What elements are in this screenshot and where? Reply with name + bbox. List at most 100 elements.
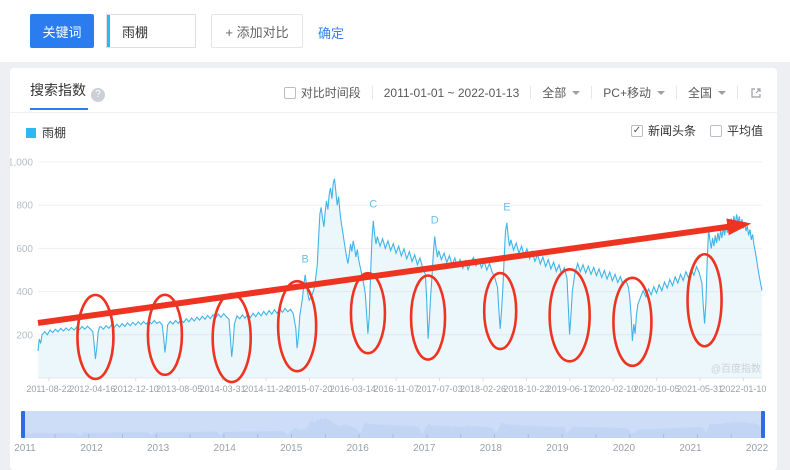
svg-text:2016-11-07: 2016-11-07 (374, 384, 419, 394)
news-headlines-label: 新闻头条 (647, 124, 696, 138)
svg-text:2011-08-22: 2011-08-22 (26, 384, 71, 394)
chevron-down-icon (572, 90, 581, 95)
series-line (37, 178, 763, 360)
tab-search-index[interactable]: 搜索指数? (30, 80, 105, 102)
annotation-oval (349, 271, 387, 355)
svg-text:2018-10-22: 2018-10-22 (503, 384, 549, 394)
annotation-oval (548, 268, 591, 363)
toolbar: 关键词 雨棚 + 添加对比 确定 (0, 0, 790, 62)
timeline-year-labels: 2011 2012 2013 2014 2015 2016 2017 2018 2019 2020… (10, 443, 777, 457)
timeline-year-label: 2011 (14, 443, 36, 454)
average-toggle[interactable]: 平均值 (709, 122, 763, 139)
average-label: 平均值 (726, 124, 763, 138)
active-tab-underline (30, 108, 88, 110)
series-area (38, 178, 762, 378)
trend-chart[interactable]: 1,0008006004002002011-08-222012-04-16201… (8, 148, 777, 404)
annotation-oval (76, 293, 115, 381)
annotation-oval (482, 271, 518, 351)
keyword-color-indicator (107, 15, 110, 47)
timeline-year-label: 2018 (479, 443, 502, 454)
chart-controls: 对比时间段 2011-01-01 ~ 2022-01-13 全部 PC+移动 全… (283, 84, 763, 101)
svg-text:2022-01-10: 2022-01-10 (720, 384, 766, 394)
slider-handle-right[interactable] (761, 411, 765, 438)
series-legend-label: 雨棚 (42, 126, 67, 140)
peak-letter: C (369, 198, 377, 210)
scope-dropdown-value: 全部 (542, 86, 567, 100)
series-legend[interactable]: 雨棚 (26, 124, 66, 141)
svg-text:2018-02-26: 2018-02-26 (460, 384, 506, 394)
add-compare-button[interactable]: + 添加对比 (211, 14, 303, 48)
timeline-year-label: 2019 (546, 443, 569, 454)
device-dropdown[interactable]: PC+移动 (603, 84, 665, 101)
export-icon[interactable] (749, 86, 763, 100)
divider (591, 86, 593, 99)
annotation-oval (276, 279, 318, 373)
scope-dropdown[interactable]: 全部 (542, 84, 581, 101)
svg-text:2020-02-10: 2020-02-10 (590, 384, 636, 394)
timeline-slider[interactable] (21, 411, 765, 438)
svg-text:2019-06-17: 2019-06-17 (547, 384, 593, 394)
svg-text:200: 200 (16, 330, 33, 341)
svg-text:2015-07-20: 2015-07-20 (286, 384, 332, 394)
svg-text:2012-12-10: 2012-12-10 (113, 384, 159, 394)
region-dropdown-value: 全国 (687, 86, 712, 100)
divider (371, 86, 373, 99)
gridlines: 1,000 800 600 400 200 (8, 158, 762, 379)
annotation-oval (146, 293, 184, 377)
divider (530, 86, 532, 99)
average-checkbox-icon[interactable] (709, 124, 722, 137)
svg-text:2014-03-31: 2014-03-31 (200, 384, 246, 394)
keyword-input[interactable]: 雨棚 (106, 14, 196, 48)
watermark: @百度指数 (710, 364, 761, 375)
annotation-oval (409, 274, 447, 361)
svg-text:1,000: 1,000 (10, 158, 33, 169)
svg-text:2021-05-31: 2021-05-31 (677, 384, 723, 394)
divider (737, 86, 738, 99)
timeline-year-label: 2013 (146, 443, 170, 454)
svg-text:2013-08-05: 2013-08-05 (156, 384, 202, 394)
date-range-value: 2011-01-01 ~ 2022-01-13 (383, 85, 520, 100)
slider-handle-left[interactable] (21, 411, 25, 438)
svg-text:2014-11-24: 2014-11-24 (243, 384, 288, 394)
region-dropdown[interactable]: 全国 (688, 84, 726, 101)
svg-text:2016-03-14: 2016-03-14 (330, 384, 376, 394)
svg-text:2012-04-16: 2012-04-16 (69, 384, 115, 394)
svg-text:400: 400 (16, 287, 33, 298)
svg-text:2020-10-05: 2020-10-05 (634, 384, 680, 394)
chevron-down-icon (718, 90, 726, 95)
x-axis: 2011-08-222012-04-162012-12-102013-08-05… (26, 378, 766, 394)
device-dropdown-value: PC+移动 (603, 86, 651, 100)
compare-period-toggle[interactable]: 对比时间段 (283, 84, 361, 101)
series-swatch (26, 127, 36, 138)
divider (675, 86, 677, 99)
peak-letter: B (301, 253, 308, 265)
annotation-oval (686, 252, 723, 348)
peak-letters: B C D E (301, 198, 510, 265)
timeline-year-label: 2015 (280, 443, 303, 454)
confirm-link[interactable]: 确定 (318, 26, 345, 41)
trend-arrow-head (726, 218, 752, 236)
peak-letter: E (503, 202, 510, 214)
timeline-year-label: 2014 (213, 443, 236, 454)
trend-arrow-shaft (37, 222, 740, 326)
annotation-oval (612, 276, 653, 368)
chevron-down-icon (656, 90, 665, 95)
peak-letter: D (431, 215, 439, 227)
svg-text:2017-07-03: 2017-07-03 (417, 384, 463, 394)
news-checkbox-icon[interactable]: ✓ (630, 124, 643, 137)
keyword-button[interactable]: 关键词 (30, 14, 94, 48)
search-index-panel: 搜索指数? 对比时间段 2011-01-01 ~ 2022-01-13 全部 P… (8, 68, 777, 470)
timeline-year-label: 2022 (745, 443, 769, 454)
help-icon[interactable]: ? (91, 88, 105, 102)
timeline-year-label: 2017 (413, 443, 436, 454)
overlay-toggles: ✓ 新闻头条 平均值 (617, 122, 763, 139)
news-headlines-toggle[interactable]: ✓ 新闻头条 (630, 122, 696, 139)
svg-text:600: 600 (16, 244, 33, 255)
timeline-mini-chart (21, 417, 765, 438)
compare-period-checkbox-icon[interactable] (283, 86, 296, 99)
timeline-year-label: 2021 (679, 443, 702, 454)
tab-label: 搜索指数 (30, 82, 86, 98)
compare-period-label: 对比时间段 (300, 86, 361, 100)
keyword-value: 雨棚 (122, 24, 149, 40)
date-range-picker[interactable]: 2011-01-01 ~ 2022-01-13 (384, 86, 520, 100)
